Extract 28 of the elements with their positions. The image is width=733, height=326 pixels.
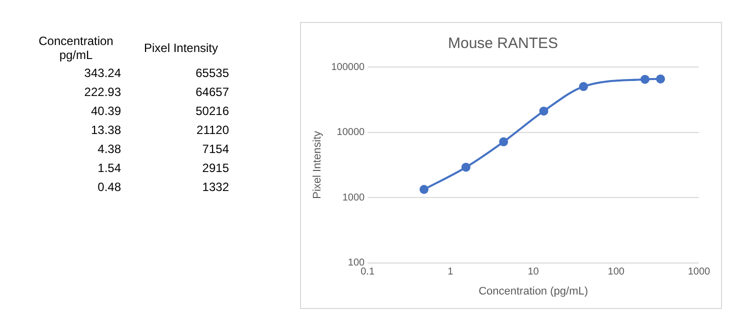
text: Concentration pg/mL	[38, 33, 114, 63]
x-tick-label: 1	[448, 266, 454, 278]
y-tick-label: 100	[348, 258, 366, 269]
text: 1.54	[96, 160, 122, 176]
x-axis-title: Concentration (pg/mL)	[478, 285, 588, 298]
text: 21120	[196, 122, 230, 138]
y-axis-title: Pixel Intensity	[312, 130, 324, 199]
text: 343.24	[83, 64, 122, 82]
x-tick-label: 100	[608, 266, 625, 278]
text: 64657	[194, 84, 230, 100]
text: 13.38	[90, 122, 122, 138]
text: 7154	[201, 140, 230, 158]
text: Pixel Intensity	[142, 40, 220, 57]
text: 40.39	[90, 102, 122, 120]
y-tick-label: 1000	[342, 192, 366, 204]
x-tick-label: 10	[528, 266, 540, 278]
y-tick-label: 100000	[331, 62, 365, 73]
text: 50216	[194, 102, 230, 120]
y-tick-label: 10000	[336, 127, 366, 138]
x-tick-label: 0.1	[360, 266, 375, 278]
text: 0.48	[96, 178, 122, 196]
text: 222.93	[83, 84, 122, 100]
text: 4.38	[96, 140, 122, 158]
text: 1332	[201, 178, 230, 196]
text: 2915	[201, 160, 230, 176]
chart-title: Mouse RANTES	[448, 35, 558, 52]
x-tick-label: 1000	[688, 266, 711, 278]
text: 65535	[194, 64, 230, 82]
